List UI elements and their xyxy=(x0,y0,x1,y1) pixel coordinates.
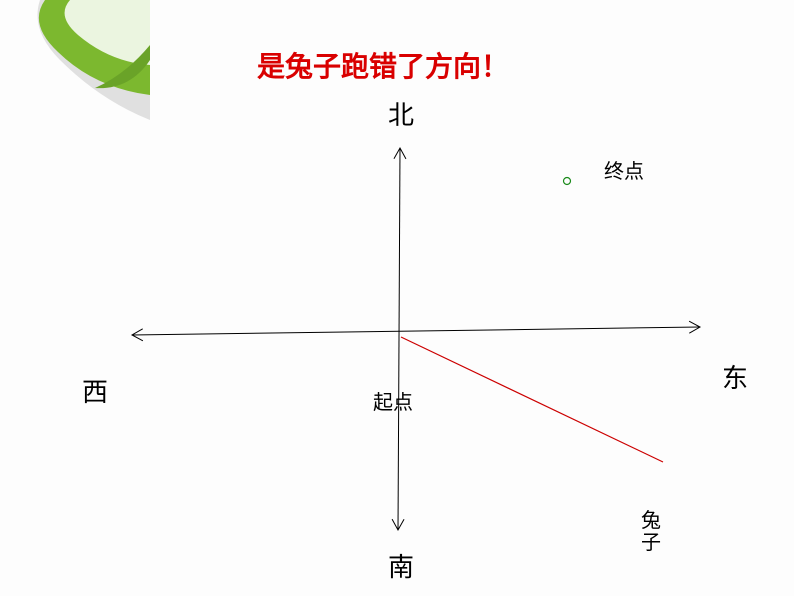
rabbit-label-2: 子 xyxy=(641,526,661,555)
west-label: 西 xyxy=(82,372,108,409)
slide-title: 是兔子跑错了方向！ xyxy=(257,45,509,85)
east-label: 东 xyxy=(722,358,748,395)
end-label: 终点 xyxy=(604,155,644,184)
start-label: 起点 xyxy=(373,386,413,415)
north-label: 北 xyxy=(388,95,414,132)
compass-diagram xyxy=(0,0,794,596)
south-label: 南 xyxy=(388,547,414,584)
